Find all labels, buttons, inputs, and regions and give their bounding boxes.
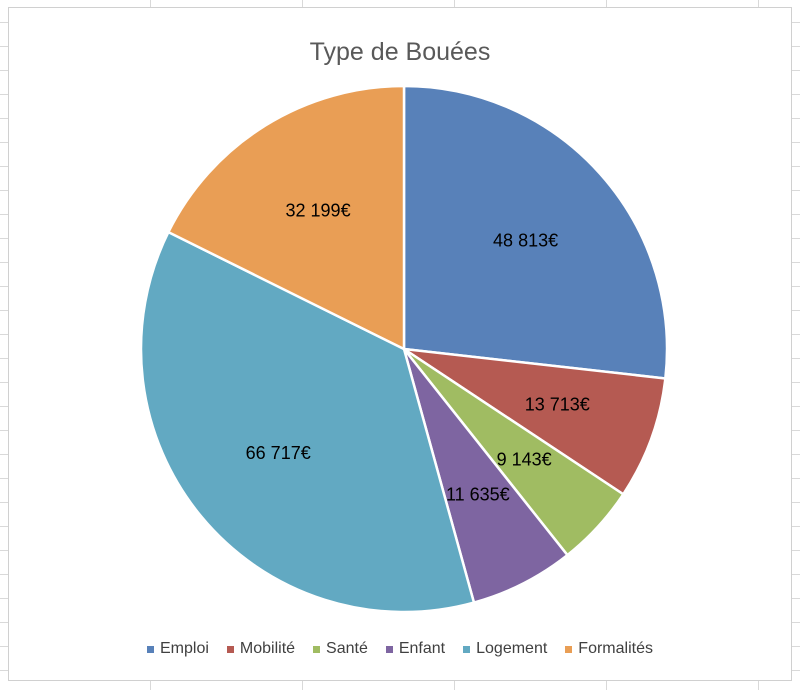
legend-label: Mobilité [239, 640, 296, 657]
data-label-logement: 66 717€ [246, 443, 311, 463]
data-label-santé: 9 143€ [497, 449, 552, 469]
data-label-mobilité: 13 713€ [525, 395, 590, 415]
data-label-enfant: 11 635€ [446, 484, 510, 504]
pie-data-labels: 48 813€ 13 713€ 9 143€ 11 635€ 66 717€ 32 199… [246, 200, 590, 504]
legend-swatch [147, 645, 154, 653]
legend-label: Formalités [578, 640, 653, 657]
legend-swatch [226, 645, 234, 653]
pie-slice-mobilité[interactable] [403, 347, 667, 497]
data-label-formalités: 32 199€ [286, 200, 351, 220]
legend-item-enfant: Enfant [385, 640, 446, 658]
pie-slice-emploi[interactable] [402, 84, 669, 380]
legend: Emploi Mobilité Santé Enfant Logement Formali… [0, 640, 800, 658]
legend-swatch [313, 645, 321, 653]
legend-swatch [463, 645, 471, 653]
legend-label: Santé [326, 640, 368, 657]
legend-swatch [385, 645, 393, 653]
legend-label: Emploi [160, 640, 209, 657]
legend-label: Logement [476, 640, 548, 657]
pie-slice-logement[interactable] [139, 230, 476, 614]
legend-item-formalités: Formalités [565, 640, 653, 658]
legend-item-emploi: Emploi [147, 640, 209, 658]
chart-title: Type de Bouées [309, 38, 491, 66]
data-label-emploi: 48 813€ [493, 230, 558, 250]
legend-label: Enfant [398, 640, 446, 657]
legend-item-santé: Santé [313, 640, 368, 658]
legend-item-logement: Logement [463, 640, 547, 658]
pie-slices [139, 84, 669, 614]
legend-item-mobilité: Mobilité [226, 640, 296, 658]
pie-slice-formalités[interactable] [166, 84, 406, 352]
legend-swatch [565, 645, 573, 653]
